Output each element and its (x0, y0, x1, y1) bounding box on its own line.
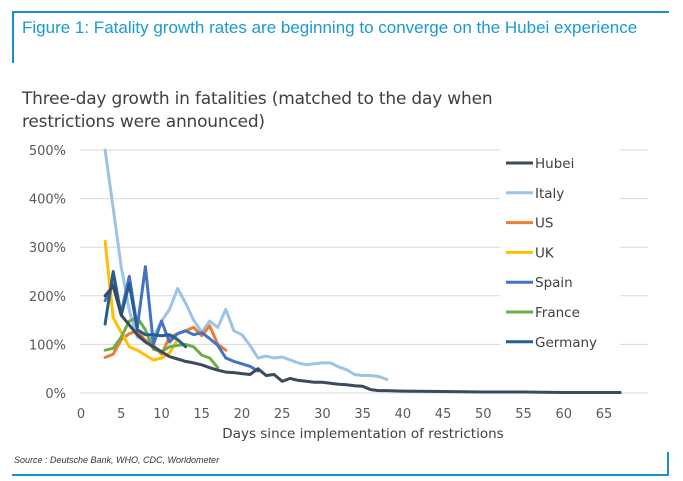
series-line-hubei (103, 284, 622, 394)
figure-frame-left (12, 11, 14, 63)
legend-item-spain: Spain (506, 275, 573, 291)
x-axis-title: Days since implementation of restriction… (222, 426, 503, 442)
figure-frame-right (667, 452, 669, 476)
y-tick-label: 200% (29, 290, 66, 305)
y-tick-label: 100% (29, 338, 66, 353)
legend-label: Italy (535, 186, 564, 202)
y-tick-label: 400% (29, 193, 66, 208)
x-tick-label: 15 (193, 407, 210, 422)
legend-label: Hubei (535, 156, 574, 172)
x-tick-label: 35 (354, 407, 371, 422)
series-lines (103, 148, 622, 394)
legend-item-germany: Germany (506, 335, 597, 351)
legend-label: France (535, 305, 580, 321)
y-tick-label: 500% (29, 144, 66, 159)
series-line-italy (103, 148, 389, 381)
y-tick-label: 300% (29, 241, 66, 256)
legend-label: Germany (535, 335, 597, 351)
legend-label: US (535, 216, 553, 232)
legend: Hubei Italy US UK Spain France Germany (506, 156, 597, 351)
figure-frame-bottom (12, 474, 669, 476)
source-note: Source : Deutsche Bank, WHO, CDC, Worldo… (14, 455, 220, 465)
x-tick-label: 40 (395, 407, 412, 422)
y-tick-label: 0% (45, 387, 66, 402)
figure-frame-top (12, 11, 669, 13)
x-tick-label: 0 (77, 407, 85, 422)
x-tick-label: 60 (555, 407, 572, 422)
legend-item-france: France (506, 305, 580, 321)
x-tick-label: 55 (515, 407, 532, 422)
figure-title: Figure 1: Fatality growth rates are begi… (22, 18, 638, 37)
x-tick-label: 20 (234, 407, 251, 422)
legend-item-us: US (506, 216, 553, 232)
chart-title: Three-day growth in fatalities (matched … (22, 89, 493, 132)
x-tick-label: 10 (153, 407, 170, 422)
legend-item-hubei: Hubei (506, 156, 574, 172)
x-axis-ticks: 0 5 10 15 20 25 30 35 40 45 50 55 60 65 (77, 407, 612, 422)
x-tick-label: 25 (274, 407, 291, 422)
legend-item-uk: UK (506, 245, 555, 261)
legend-item-italy: Italy (506, 186, 564, 202)
x-tick-label: 45 (435, 407, 452, 422)
x-tick-label: 30 (314, 407, 331, 422)
legend-label: UK (535, 245, 555, 261)
series-line-spain (103, 265, 260, 373)
series-line-germany (103, 270, 188, 349)
x-tick-label: 50 (475, 407, 492, 422)
x-tick-label: 65 (596, 407, 613, 422)
x-tick-label: 5 (117, 407, 125, 422)
legend-label: Spain (535, 275, 573, 291)
y-axis-ticks: 0% 100% 200% 300% 400% 500% (29, 144, 66, 402)
